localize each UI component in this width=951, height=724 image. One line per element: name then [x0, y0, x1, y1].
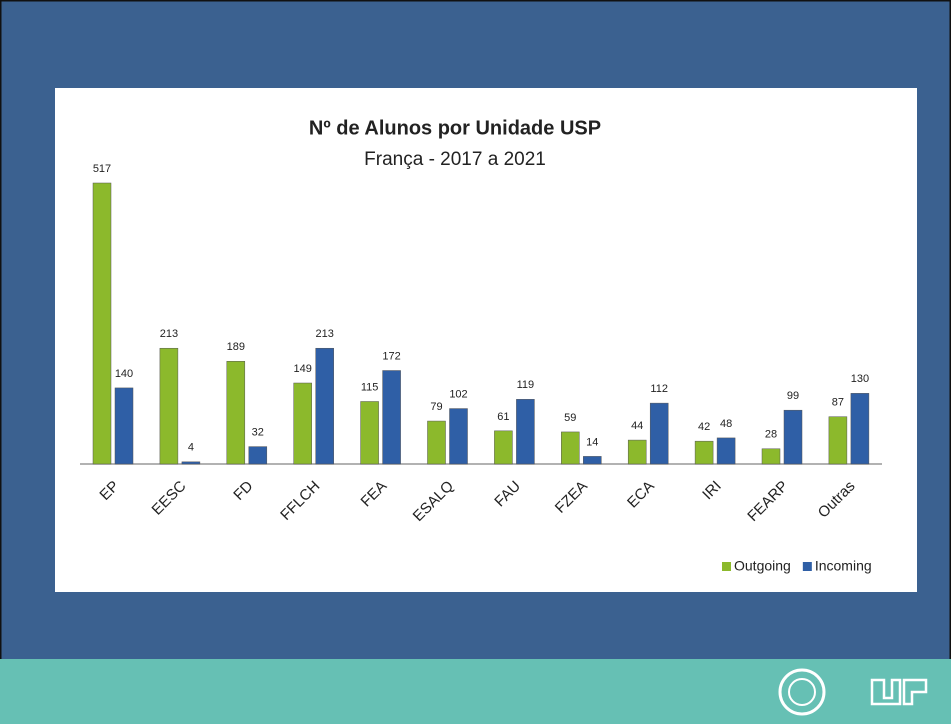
legend-label: Outgoing: [734, 558, 791, 574]
bar: [315, 347, 334, 465]
bar: [293, 382, 312, 465]
bar: [114, 387, 134, 465]
value-label: 28: [765, 429, 777, 441]
chart-panel: [55, 88, 917, 592]
value-label: 213: [160, 328, 178, 340]
value-label: 213: [316, 328, 334, 340]
value-label: 32: [252, 427, 264, 439]
value-label: 130: [851, 373, 869, 385]
bar: [649, 402, 669, 465]
bar: [828, 416, 848, 465]
bar: [516, 399, 535, 465]
bar: [159, 347, 179, 465]
chart-subtitle: França - 2017 a 2021: [364, 149, 546, 170]
value-label: 59: [564, 412, 576, 424]
bar: [449, 408, 468, 465]
value-label: 4: [188, 442, 194, 454]
bar: [494, 430, 513, 465]
value-label: 517: [93, 163, 111, 175]
value-label: 87: [832, 397, 844, 409]
logo-globe: [788, 678, 816, 706]
bar: [92, 182, 112, 465]
bar: [248, 446, 268, 465]
bar: [783, 409, 803, 465]
value-label: 44: [631, 420, 643, 432]
usp-logo: [870, 678, 928, 706]
value-label: 102: [449, 388, 467, 400]
legend-swatch: [722, 562, 731, 571]
bar: [850, 393, 870, 465]
bar: [583, 456, 602, 465]
bar: [382, 370, 401, 465]
value-label: 115: [361, 381, 379, 393]
value-label: 112: [650, 383, 668, 395]
bar: [226, 361, 246, 465]
legend-label: Incoming: [815, 558, 872, 574]
value-label: 14: [586, 436, 598, 448]
logo-circle: [778, 668, 826, 716]
bar: [694, 440, 714, 465]
value-label: 172: [382, 350, 400, 362]
bar: [761, 448, 781, 465]
bar: [360, 401, 379, 465]
value-label: 79: [430, 401, 442, 413]
value-label: 61: [497, 411, 509, 423]
bar: [427, 420, 446, 465]
bar: [561, 431, 580, 465]
value-label: 48: [720, 418, 732, 430]
value-label: 119: [517, 379, 535, 391]
bar: [716, 437, 736, 465]
value-label: 140: [115, 368, 133, 380]
legend-swatch: [802, 562, 812, 571]
bar: [627, 439, 647, 465]
value-label: 99: [787, 390, 799, 402]
value-label: 42: [698, 421, 710, 433]
chart-title: Nº de Alunos por Unidade USP: [309, 117, 601, 139]
value-label: 189: [227, 341, 245, 353]
bar: [181, 461, 201, 465]
value-label: 149: [294, 363, 312, 375]
